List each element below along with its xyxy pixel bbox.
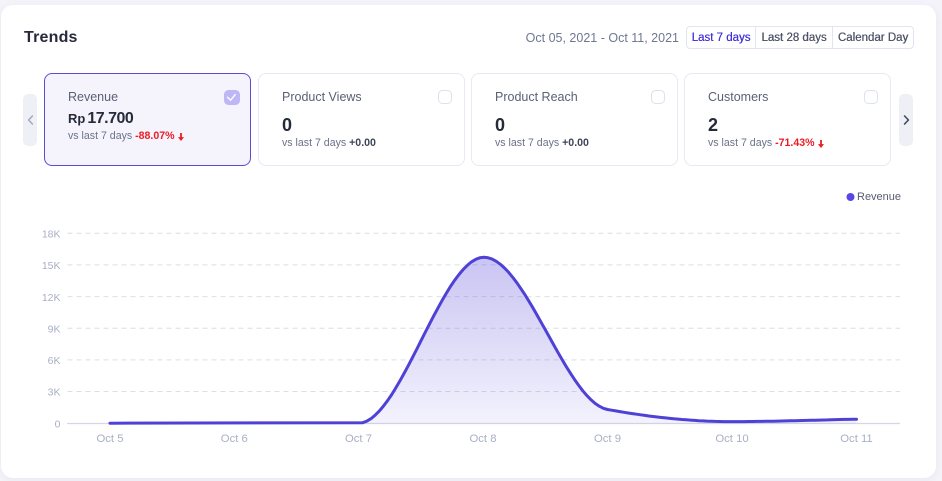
svg-text:Oct 7: Oct 7: [345, 433, 372, 445]
svg-text:Oct 9: Oct 9: [594, 433, 621, 445]
svg-text:9K: 9K: [48, 323, 61, 335]
svg-text:0: 0: [55, 418, 61, 430]
svg-text:Oct 6: Oct 6: [221, 433, 248, 445]
svg-text:Oct 5: Oct 5: [97, 433, 124, 445]
svg-text:3K: 3K: [48, 387, 61, 399]
svg-text:12K: 12K: [42, 292, 61, 304]
svg-text:6K: 6K: [48, 355, 61, 367]
svg-text:Oct 11: Oct 11: [840, 433, 872, 445]
svg-text:Revenue: Revenue: [857, 191, 901, 203]
svg-text:18K: 18K: [42, 229, 61, 241]
svg-text:15K: 15K: [42, 260, 61, 272]
svg-text:Oct 8: Oct 8: [470, 433, 497, 445]
svg-text:Oct 10: Oct 10: [715, 433, 748, 445]
